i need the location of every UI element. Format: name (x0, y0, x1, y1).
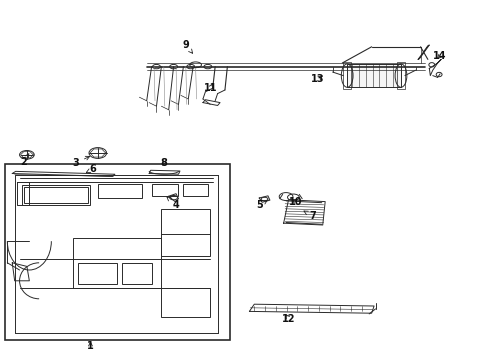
Text: 7: 7 (304, 211, 316, 221)
Bar (73, 238, 161, 288)
Bar (161, 209, 210, 256)
Text: 1: 1 (87, 341, 94, 351)
Text: 6: 6 (86, 164, 96, 174)
Text: 8: 8 (160, 158, 167, 168)
Bar (151, 184, 178, 196)
Text: 14: 14 (432, 51, 446, 61)
Text: 4: 4 (166, 197, 179, 210)
Bar (98, 184, 142, 198)
Bar (122, 263, 151, 284)
Text: 3: 3 (72, 156, 89, 168)
Text: 13: 13 (310, 74, 324, 84)
Bar (183, 184, 207, 196)
Bar (343, 62, 350, 89)
Text: 9: 9 (182, 40, 192, 53)
Bar (346, 64, 400, 87)
Bar (5, 164, 229, 340)
Bar (24, 187, 88, 203)
Text: 12: 12 (281, 314, 295, 324)
Bar (78, 263, 117, 284)
Text: 2: 2 (20, 154, 29, 167)
Text: 5: 5 (255, 200, 267, 210)
Bar (161, 288, 210, 317)
Bar (22, 185, 90, 205)
Bar (396, 62, 404, 89)
Text: 11: 11 (203, 83, 217, 93)
Text: 10: 10 (288, 197, 302, 207)
